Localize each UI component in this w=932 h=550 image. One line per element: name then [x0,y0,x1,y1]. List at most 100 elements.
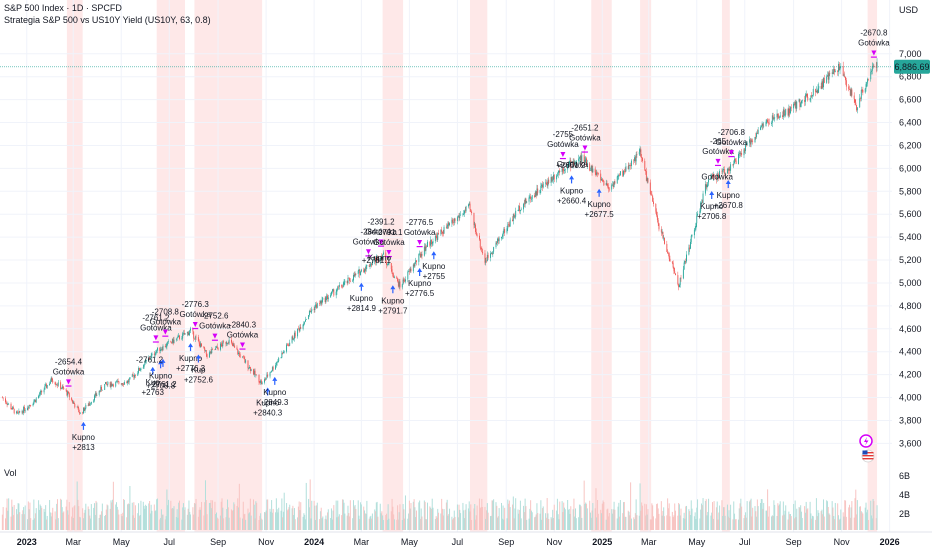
candle-body [287,345,289,346]
volume-bar [756,516,758,530]
volume-bar [519,509,521,530]
candle-body [523,203,524,210]
volume-bar [570,506,572,530]
strategy-legend[interactable]: Strategia S&P 500 vs US10Y Yield (US10Y,… [4,15,211,25]
volume-bar [22,510,24,530]
candle-body [54,382,56,385]
candle-body [264,379,265,383]
candle-body [586,158,587,167]
signal-period-band [156,0,186,532]
volume-bar [584,503,586,530]
volume-bar [459,509,461,530]
candle-body [87,405,89,406]
candle-body [208,352,210,358]
volume-bar [672,517,674,530]
candle-body [534,191,536,198]
volume-bar [552,518,554,530]
volume-bar [727,516,729,530]
volume-bar [462,502,464,530]
candle-body [127,380,128,384]
volume-bar [508,500,510,530]
candle-body [76,406,78,408]
volume-bar [238,507,240,530]
candle-body [427,241,428,247]
candle-body [705,184,707,188]
candle-body [203,346,205,348]
volume-bar [525,506,527,530]
volume-bar [11,499,13,530]
candle-body [142,367,144,369]
candle-body [145,360,147,361]
candle-body [13,408,15,414]
volume-bar [471,519,473,530]
candle-body [789,107,791,114]
candle-body [787,108,789,116]
volume-bar [338,514,340,530]
volume-bar [302,516,304,530]
volume-bar [749,500,751,530]
candle-body [429,241,431,246]
volume-bar [697,499,699,530]
volume-bar [123,499,125,530]
volume-bar [782,515,784,530]
buy-arrow-stem [152,370,154,375]
volume-bar [760,499,762,530]
price-tick-label: 5,600 [899,209,922,219]
candle-body [65,389,67,391]
volume-bar [712,518,714,530]
candle-body [195,336,197,338]
volume-tick-label: 4B [899,490,910,500]
volume-bar [508,503,510,530]
candle-body [508,224,510,225]
volume-bar [639,483,641,530]
volume-bar [856,514,858,530]
volume-tick-label: 2B [899,509,910,519]
buy-arrow-stem [360,286,362,291]
currency-label[interactable]: USD [899,5,919,15]
candle-body [336,290,338,292]
candle-body [474,224,476,226]
volume-bar [259,515,261,530]
candle-body [399,281,401,288]
volume-bar [454,516,456,530]
candle-body [10,403,12,409]
volume-bar [848,507,850,530]
volume-bar [606,509,608,530]
sell-signal-value: -284 [360,227,377,236]
candle-body [771,115,773,123]
candle-body [335,291,337,296]
volume-bar [771,515,773,530]
buy-signal-value: +2708.8 [146,381,176,390]
last-price-badge-bg[interactable] [894,59,930,74]
volume-bar [1,514,3,530]
volume-bar [818,512,820,530]
volume-bar [137,513,139,530]
volume-bar [210,500,212,530]
price-tick-label: 7,000 [899,49,922,59]
candle-body [573,161,575,165]
candle-body [497,238,499,243]
volume-bar [580,506,582,530]
volume-bar [589,512,591,530]
volume-bar [448,513,450,530]
highlight-bands [66,0,878,532]
candle-body [297,328,299,337]
volume-bar [545,517,547,530]
candle-body [171,342,173,343]
candle-body [319,303,321,304]
candle-body [690,235,692,242]
volume-bar [415,517,417,530]
candle-body [603,181,605,186]
volume-bar [45,519,47,530]
candle-body [717,174,719,176]
sell-signal-action: Gotówka [150,318,182,327]
candle-body [850,89,852,96]
volume-bar [711,502,713,530]
buy-signal-value: +2763 [141,388,164,397]
volume-bar [392,506,394,530]
volume-bar [166,489,168,530]
candle-body [668,253,670,259]
candle-body [664,237,665,244]
candle-body [32,403,34,406]
